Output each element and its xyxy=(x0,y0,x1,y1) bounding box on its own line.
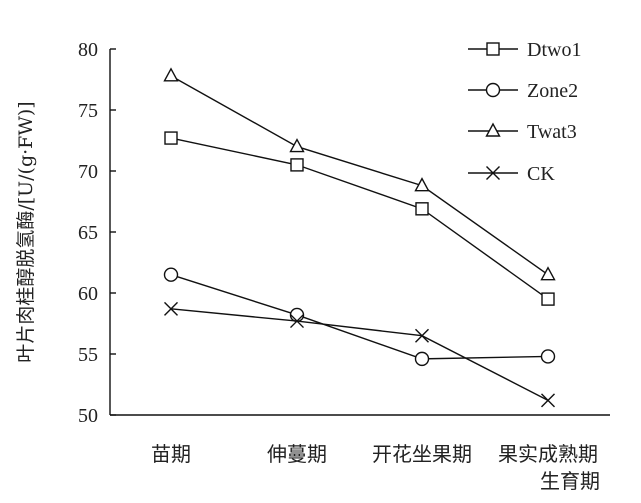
data-point-twat3 xyxy=(414,177,430,192)
data-point-ck xyxy=(164,301,178,316)
data-point-dtwo1 xyxy=(541,292,555,306)
x-category-labels: 苗期 伸蔓期 开花坐果期 果实成熟期 xyxy=(151,442,598,466)
x-tick-label: 苗期 xyxy=(151,442,191,466)
data-point-dtwo1 xyxy=(415,202,429,216)
legend-item-ck: CK xyxy=(468,163,555,185)
y-tick-label: 75 xyxy=(78,100,98,122)
series-ck xyxy=(164,301,555,408)
data-point-ck xyxy=(290,314,304,329)
legend-item-twat3: Twat3 xyxy=(468,121,577,143)
y-tick-label: 70 xyxy=(78,161,98,183)
legend-label-dtwo1: Dtwo1 xyxy=(527,39,581,61)
legend-marker-twat3 xyxy=(485,122,501,137)
series-line-ck xyxy=(170,308,549,401)
y-tick-label: 60 xyxy=(78,283,98,305)
x-marker-stroke xyxy=(290,314,304,329)
x-tick-label: 开花坐果期 xyxy=(372,442,472,466)
y-axis-label: 叶片肉桂醇脱氢酶/[U/(g·FW)] xyxy=(15,101,37,362)
data-point-zone2 xyxy=(540,349,556,364)
y-tick-label: 80 xyxy=(78,39,98,61)
y-tick-label: 50 xyxy=(78,405,98,427)
x-marker-stroke xyxy=(486,166,500,180)
y-tick-label: 65 xyxy=(78,222,98,244)
axes xyxy=(109,49,610,416)
legend-marker-zone2 xyxy=(485,82,501,98)
series-twat3 xyxy=(163,67,556,281)
data-point-zone2 xyxy=(163,267,179,282)
legend-marker-dtwo1 xyxy=(486,42,500,56)
legend-label-twat3: Twat3 xyxy=(527,121,577,143)
legend-item-zone2: Zone2 xyxy=(468,80,578,102)
series-zone2 xyxy=(163,267,556,367)
legend-marker-ck xyxy=(486,166,500,180)
x-axis-label: 生育期 xyxy=(540,469,600,493)
series-line-twat3 xyxy=(170,75,549,276)
x-marker-stroke xyxy=(415,328,429,343)
series-line-dtwo1 xyxy=(170,137,549,300)
x-marker-stroke xyxy=(541,393,555,408)
data-point-twat3 xyxy=(163,67,179,82)
legend-label-ck: CK xyxy=(527,163,555,185)
data-point-ck xyxy=(541,393,555,408)
data-point-zone2 xyxy=(414,351,430,367)
series-dtwo1 xyxy=(164,131,555,306)
series-line-zone2 xyxy=(170,274,549,360)
x-marker-stroke xyxy=(164,301,178,316)
data-point-ck xyxy=(415,328,429,343)
data-point-dtwo1 xyxy=(290,158,304,172)
legend: Dtwo1 Zone2 Twat3 CK xyxy=(468,39,581,185)
x-tick-label: 伸蔓期 xyxy=(267,442,327,466)
y-tick-label: 55 xyxy=(78,344,98,366)
data-point-dtwo1 xyxy=(164,131,178,145)
y-ticks: 50 55 60 65 70 75 80 xyxy=(78,39,116,427)
data-point-zone2 xyxy=(289,307,305,323)
data-point-twat3 xyxy=(289,138,305,153)
legend-item-dtwo1: Dtwo1 xyxy=(468,39,581,61)
x-tick-label: 果实成熟期 xyxy=(498,442,598,466)
legend-label-zone2: Zone2 xyxy=(527,80,578,102)
data-point-twat3 xyxy=(540,266,556,281)
series-group xyxy=(163,67,556,408)
